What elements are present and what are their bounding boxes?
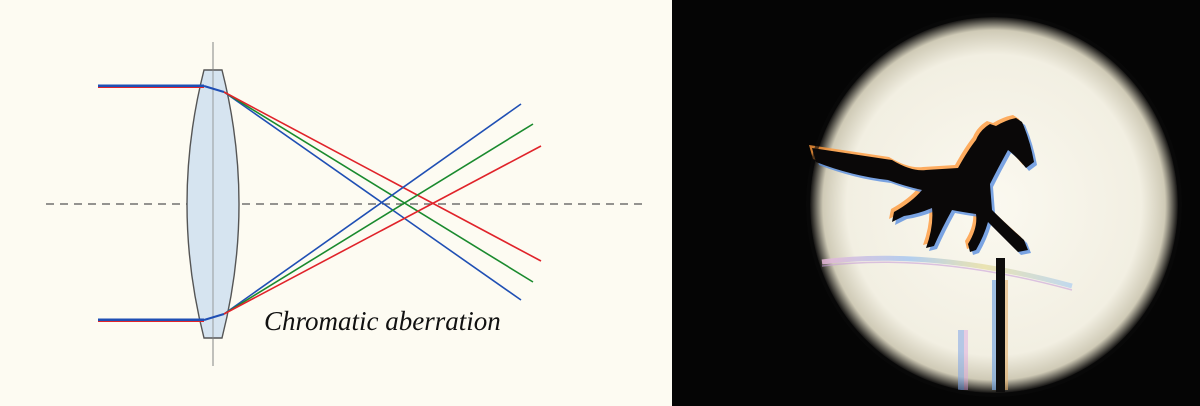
- green-ray-top: [223, 91, 534, 283]
- horse-silhouette: [809, 115, 1037, 255]
- fringe-lower-band: [821, 261, 1073, 291]
- weathervane-pole: [996, 258, 1005, 392]
- lens-ray-top: [203, 85, 225, 93]
- pole-fringe-blue: [992, 280, 996, 390]
- rainbow-fringe: [821, 255, 1073, 289]
- blue-ray-top: [223, 91, 522, 301]
- pole-small-left: [958, 330, 964, 390]
- pole-fringe-orange: [1005, 280, 1008, 390]
- pole-small-left-b: [964, 330, 968, 390]
- diagram-canvas: [46, 42, 642, 366]
- disc-edge-shadow: [806, 13, 1182, 397]
- red-ray-top: [223, 91, 542, 262]
- lens-ray-bottom: [203, 313, 225, 321]
- photo-canvas: [672, 0, 1200, 406]
- blue-ray-bottom: [223, 103, 522, 315]
- red-ray-bottom: [223, 145, 542, 315]
- diagram-caption: Chromatic aberration: [264, 306, 501, 336]
- aberration-photo: [672, 0, 1200, 406]
- green-ray-bottom: [223, 123, 534, 315]
- chromatic-aberration-diagram: Chromatic aberration: [0, 0, 672, 406]
